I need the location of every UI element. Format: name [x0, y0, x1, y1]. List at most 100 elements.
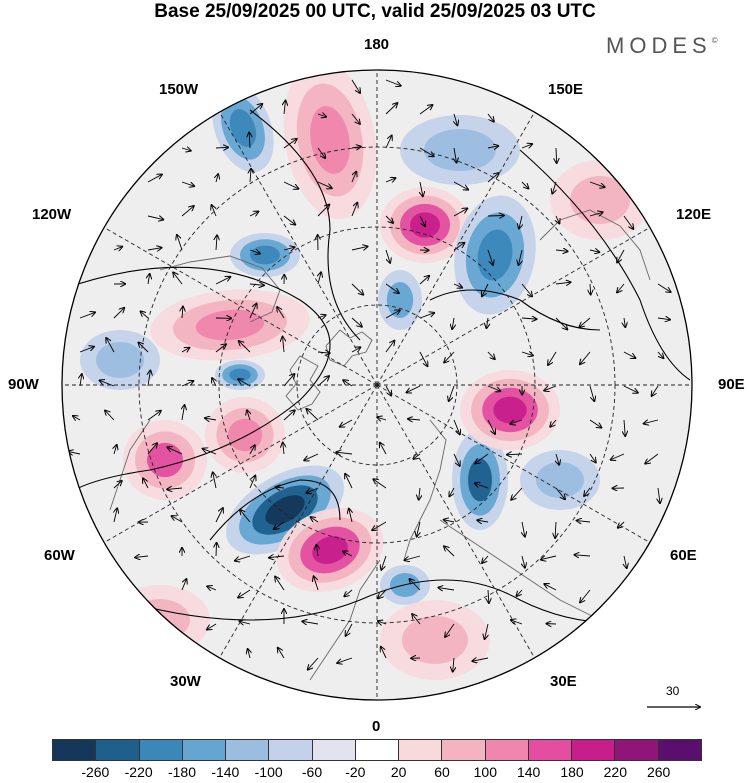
wind-arrow: [419, 105, 432, 115]
wind-arrow: [249, 104, 262, 115]
wind-arrow: [79, 347, 94, 353]
wind-arrow: [472, 658, 489, 661]
wind-arrow: [113, 481, 122, 489]
wind-arrow: [283, 410, 295, 421]
wind-arrow: [249, 212, 258, 216]
wind-arrow: [645, 453, 659, 464]
wind-arrow: [550, 419, 557, 427]
wind-arrow: [381, 555, 387, 570]
brand-name: MODES: [606, 33, 712, 58]
wind-arrow: [380, 443, 387, 455]
lon-label-120w: 120W: [32, 206, 72, 223]
wind-arrow: [453, 208, 467, 217]
wind-arrow: [385, 103, 397, 115]
wind-arrow: [556, 147, 557, 163]
wind-arrow: [147, 174, 162, 183]
wind-arrow: [100, 380, 115, 387]
wind-arrow: [346, 623, 353, 636]
wind-arrow: [336, 452, 353, 454]
anomaly-shade: [424, 129, 496, 171]
wind-arrow: [420, 181, 423, 196]
wind-arrow: [611, 453, 625, 460]
lon-label-150e: 150E: [548, 81, 584, 98]
lon-label-150w: 150W: [159, 81, 199, 98]
lon-label-60e: 60E: [670, 547, 697, 564]
wind-arrow: [283, 181, 298, 189]
wind-arrow: [311, 517, 319, 522]
wind-arrow: [351, 113, 360, 124]
wind-arrow: [203, 449, 217, 455]
wind-arrow: [521, 283, 532, 296]
wind-arrow: [182, 307, 183, 319]
wind-arrow: [487, 146, 498, 148]
wind-arrow: [453, 284, 462, 288]
wind-arrow: [215, 147, 228, 148]
wind-arrow: [417, 521, 420, 536]
wind-arrow: [249, 304, 257, 319]
wind-arrow: [351, 79, 360, 93]
legend-tick-label: -140: [211, 764, 240, 780]
wind-arrow: [216, 174, 218, 183]
lon-label-0: 0: [372, 718, 381, 735]
wind-arrow: [378, 589, 387, 598]
wind-arrow: [555, 317, 567, 329]
contour-4: [519, 149, 691, 381]
wind-arrow: [485, 623, 488, 639]
wind-arrow: [487, 351, 495, 359]
wind-arrow: [589, 453, 596, 462]
wind-arrow: [177, 235, 183, 251]
wind-arrow: [105, 410, 115, 421]
legend-tick-label: 260: [646, 764, 671, 780]
wind-arrow: [340, 419, 353, 427]
lon-label-60w: 60W: [44, 547, 75, 564]
wind-arrow: [283, 139, 297, 149]
wind-arrow: [173, 272, 183, 285]
wind-arrow: [148, 274, 150, 285]
wind-arrow: [147, 443, 157, 455]
wind-arrow: [644, 420, 659, 424]
legend-tick-label: 220: [603, 764, 628, 780]
wind-arrow: [308, 657, 319, 670]
anomaly-shade: [477, 229, 513, 281]
wind-arrow: [409, 579, 421, 591]
wind-arrow: [215, 277, 230, 285]
wind-arrow: [487, 385, 500, 391]
wind-arrow: [250, 169, 251, 183]
wind-arrow: [283, 215, 295, 225]
wind-arrow: [235, 555, 251, 561]
wind-arrow: [181, 579, 186, 591]
polar-map[interactable]: [0, 0, 750, 740]
wind-arrow: [343, 551, 353, 557]
wind-arrow: [181, 348, 189, 352]
wind-arrow: [278, 648, 285, 659]
anomaly-shade: [468, 458, 492, 502]
wind-arrow: [511, 487, 523, 500]
wind-arrow: [317, 147, 325, 158]
wind-arrow: [623, 351, 635, 358]
wind-arrow: [487, 113, 494, 122]
wind-arrow: [617, 283, 625, 292]
wind-arrow: [212, 205, 217, 217]
wind-arrow: [408, 419, 421, 420]
wind-arrow: [181, 181, 194, 186]
anomaly-shade: [570, 176, 630, 224]
legend-swatch: [268, 739, 312, 761]
wind-arrow: [618, 521, 625, 528]
wind-arrow: [385, 136, 392, 149]
wind-arrow: [304, 453, 319, 460]
wind-arrow: [521, 181, 528, 189]
wind-arrow: [351, 147, 361, 148]
wind-arrow: [510, 420, 523, 424]
wind-arrow: [68, 452, 81, 454]
wind-arrow: [314, 576, 319, 591]
wind-arrow: [114, 508, 117, 523]
wind-arrow: [652, 385, 659, 396]
wind-arrow: [482, 283, 489, 296]
wind-arrow: [249, 133, 250, 149]
legend-tick-label: -180: [167, 764, 197, 780]
anomaly-shade: [227, 418, 263, 452]
wind-arrow: [73, 416, 81, 420]
reference-vector-label: 30: [666, 684, 680, 698]
legend-swatch: [441, 739, 485, 761]
alaska-coast: [159, 255, 281, 323]
